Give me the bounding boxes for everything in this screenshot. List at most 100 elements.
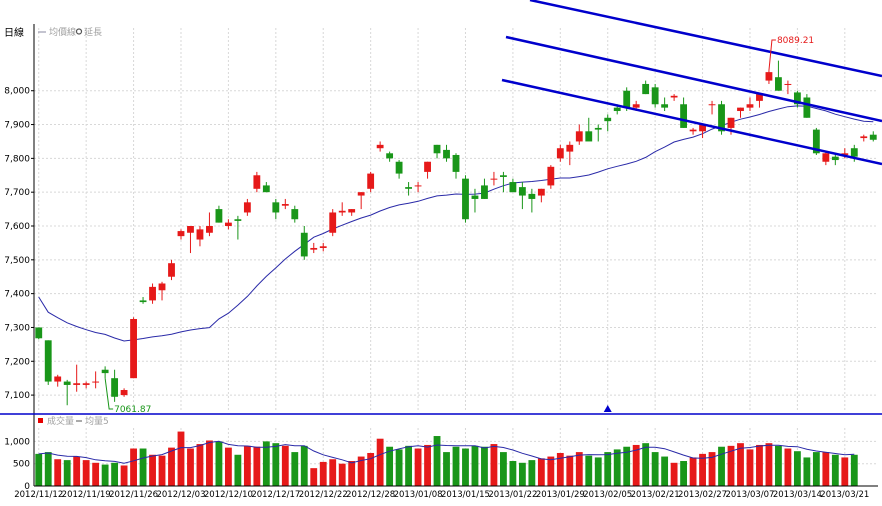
candle-body (376, 144, 384, 149)
candle-body (500, 175, 507, 177)
candle-body (604, 117, 612, 122)
candle-body (111, 378, 119, 397)
price-tick-label: 7,300 (4, 323, 30, 333)
time-tick-label: 2012/12/10 (204, 490, 253, 500)
period-label: 日線 (4, 26, 24, 39)
candle-body (272, 202, 280, 213)
candle-body (462, 178, 469, 220)
legend-group: 日線 均價線 延長 成交量 均量5 (4, 26, 109, 427)
ma-line (38, 105, 874, 342)
time-tick-label: 2013/03/14 (773, 490, 822, 500)
extend-legend-icon[interactable] (75, 28, 83, 35)
volume-bar (206, 440, 213, 486)
candle-body (661, 104, 669, 108)
volume-bar (73, 456, 81, 486)
high-marker-line (768, 39, 776, 71)
volume-bar (699, 453, 706, 486)
volume-bar (139, 448, 147, 486)
volume-bar (490, 444, 498, 486)
candle-body (746, 104, 754, 108)
candle-body (120, 390, 128, 396)
candle-body (566, 144, 574, 152)
volume-bar (300, 445, 308, 486)
time-tick-label: 2013/01/22 (488, 490, 537, 500)
volume-bar (357, 456, 365, 486)
volume-bar (253, 446, 261, 486)
volume-bar (528, 460, 536, 486)
volume-bar (689, 457, 697, 486)
candle-body (139, 300, 147, 303)
volume-bar (462, 448, 469, 486)
trend-line-middle[interactable] (505, 35, 882, 123)
volume-bar (452, 446, 460, 486)
volume-legend-label: 成交量 (47, 415, 74, 427)
candle-body (101, 369, 109, 374)
volume-bar (376, 438, 384, 486)
volume-bar (224, 447, 232, 486)
candle-body (699, 124, 706, 132)
price-tick-label: 7,800 (4, 154, 30, 164)
volume-bar (708, 452, 716, 486)
candle-body (547, 166, 555, 186)
candle-body (253, 175, 261, 189)
time-tick-label: 2013/03/07 (725, 490, 774, 500)
volume-bar (272, 443, 280, 486)
volume-bar (680, 461, 688, 486)
volume-bar (765, 443, 773, 486)
candle-body (262, 185, 270, 193)
volume-bar (746, 449, 754, 486)
volume-bar (310, 468, 318, 486)
volume-bar (481, 446, 488, 486)
volume-bar (130, 448, 137, 486)
volume-bar (471, 445, 479, 486)
price-tick-label: 7,600 (4, 222, 30, 232)
volume-bar (63, 460, 71, 486)
volume-bar (566, 455, 574, 486)
candle-body (860, 136, 868, 139)
time-tick-label: 2013/02/27 (678, 490, 727, 500)
candle-body (556, 148, 564, 159)
candle-body (234, 219, 242, 221)
candle-body (243, 202, 251, 213)
volume-bar (718, 446, 725, 486)
price-tick-label: 7,700 (4, 188, 30, 198)
price-tick-label: 7,500 (4, 256, 30, 266)
volume-bar (642, 443, 650, 486)
volume-bar (613, 449, 621, 486)
volume-bar (547, 456, 555, 486)
price-tick-label: 8,000 (4, 87, 30, 97)
volume-bar (433, 436, 441, 486)
volume-bar (82, 460, 90, 486)
volume-bar (149, 454, 156, 486)
volume-bar (775, 445, 782, 486)
volume-bar (784, 448, 792, 486)
volume-bar (243, 445, 251, 486)
candle-body (149, 286, 156, 301)
volume-bar (803, 457, 811, 486)
scroll-marker[interactable] (603, 405, 612, 412)
candle-body (319, 246, 327, 248)
candle-body (718, 104, 725, 132)
candle-body (651, 87, 659, 105)
time-tick-label: 2012/12/28 (346, 490, 395, 500)
time-tick-label: 2012/12/17 (251, 490, 300, 500)
trend-line-upper[interactable] (529, 0, 882, 78)
candle-body (215, 209, 223, 223)
volume-bar (367, 452, 375, 486)
time-tick-label: 2013/01/08 (394, 490, 443, 500)
volume-tick-label: 500 (13, 460, 30, 470)
candle-body (187, 226, 194, 233)
volume-bar (158, 455, 166, 486)
candle-body (414, 185, 422, 187)
volume-bar (831, 454, 839, 486)
candle-body (471, 195, 479, 199)
candle-body (130, 319, 137, 379)
candle-body (82, 383, 90, 385)
volume-tick-label: 0 (24, 482, 30, 492)
candle-body (73, 383, 81, 385)
volume-bar (793, 451, 801, 486)
candle-body (329, 212, 337, 233)
trend-line-lower[interactable] (501, 78, 882, 166)
volume-bar (661, 456, 669, 486)
